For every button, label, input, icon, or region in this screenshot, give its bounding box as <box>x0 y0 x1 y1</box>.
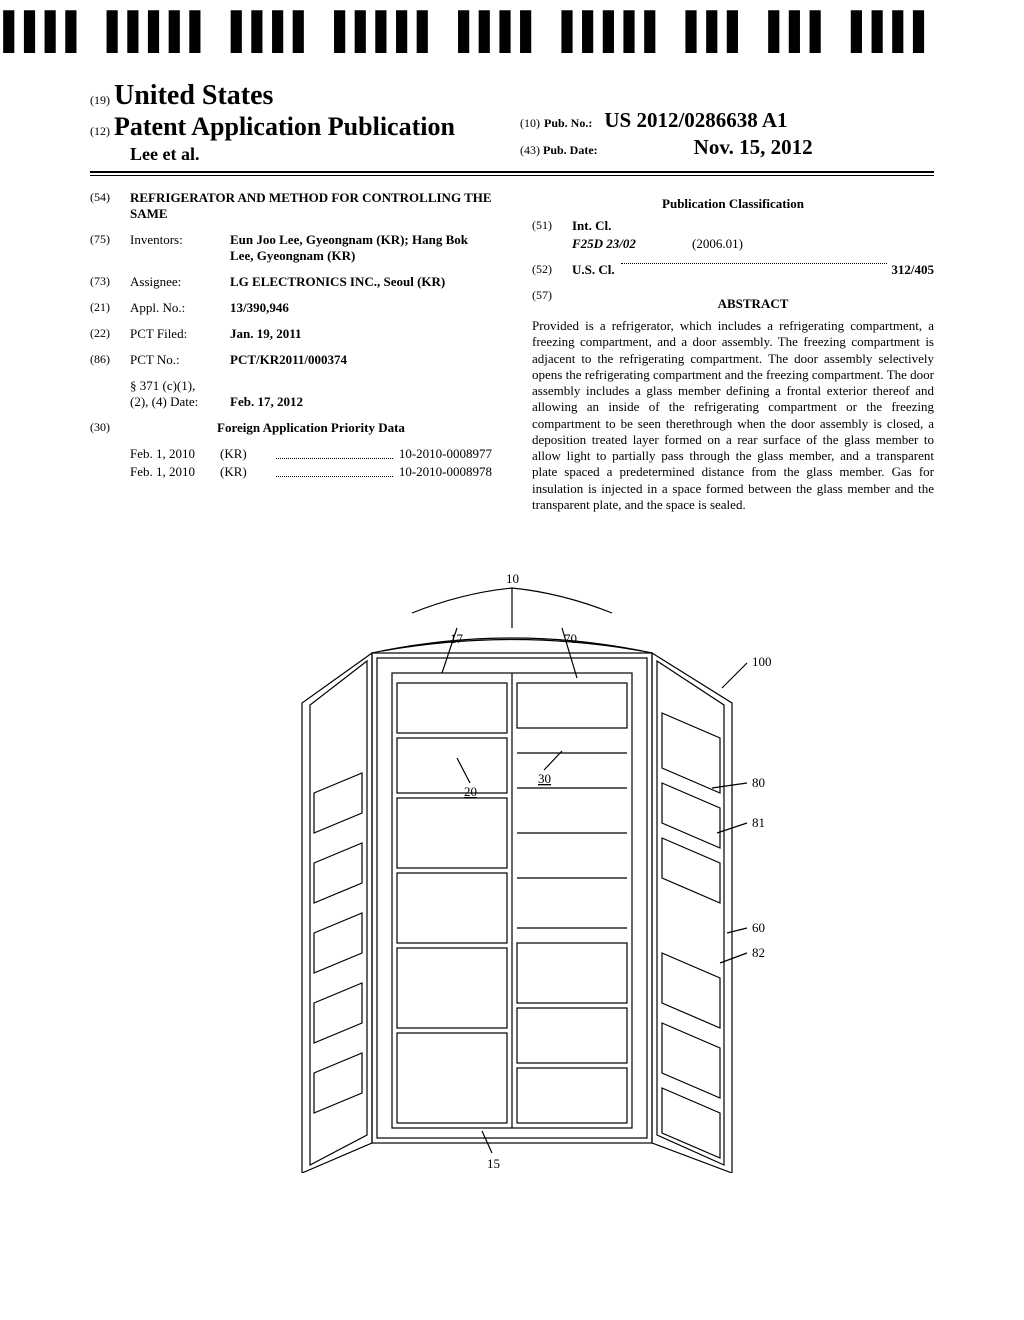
ref-60: 60 <box>752 920 765 935</box>
title-code: (54) <box>90 190 130 222</box>
s371-date: Feb. 17, 2012 <box>230 394 492 410</box>
pct-no-code: (86) <box>90 352 130 368</box>
appl-code: (21) <box>90 300 130 316</box>
barcode-graphic: ▌▌▌▌▌ ▌▌▌▌▌▌ ▌▌ ▌▌▌▌▌ ▌▌▌▌ ▌▌▌▌ ▌▌▌▌▌ ▌▌… <box>0 20 934 45</box>
ref-80: 80 <box>752 775 765 790</box>
intcl-class: F25D 23/02 <box>572 236 692 252</box>
ref-10: 10 <box>506 571 519 586</box>
code-19: (19) <box>90 93 110 107</box>
country: United States <box>114 80 273 111</box>
pct-filed: Jan. 19, 2011 <box>230 326 492 342</box>
ref-81: 81 <box>752 815 765 830</box>
pub-date-label: Pub. Date: <box>543 143 598 157</box>
classification-heading: Publication Classification <box>532 196 934 212</box>
ref-15: 15 <box>487 1156 500 1171</box>
ref-100: 100 <box>752 654 772 669</box>
foreign-row-0: Feb. 1, 2010 (KR) 10-2010-0008977 <box>130 446 492 462</box>
appl-label: Appl. No.: <box>130 300 230 316</box>
ref-20: 20 <box>464 784 477 799</box>
pct-no-label: PCT No.: <box>130 352 230 368</box>
inventors: Eun Joo Lee, Gyeongnam (KR); Hang Bok Le… <box>230 232 492 264</box>
pub-date: Nov. 15, 2012 <box>694 135 813 159</box>
inventors-label: Inventors: <box>130 232 230 264</box>
foreign-heading: Foreign Application Priority Data <box>130 420 492 436</box>
rule-thin <box>90 175 934 176</box>
biblio: (54) REFRIGERATOR AND METHOD FOR CONTROL… <box>90 190 934 513</box>
foreign-code: (30) <box>90 420 130 436</box>
ref-17: 17 <box>450 631 464 646</box>
s371-date-label: (2), (4) Date: <box>130 394 230 410</box>
abstract-heading: ABSTRACT <box>572 296 934 312</box>
inventors-code: (75) <box>90 232 130 264</box>
title: REFRIGERATOR AND METHOD FOR CONTROLLING … <box>130 190 492 222</box>
appl-no: 13/390,946 <box>230 300 492 316</box>
ref-30: 30 <box>538 771 551 786</box>
pct-filed-code: (22) <box>90 326 130 342</box>
code-12: (12) <box>90 124 110 138</box>
uscl-code: (52) <box>532 262 572 278</box>
foreign-date-0: Feb. 1, 2010 <box>130 446 220 462</box>
foreign-ctry-1: (KR) <box>220 464 270 480</box>
abstract-code: (57) <box>532 288 572 318</box>
doc-type: Patent Application Publication <box>114 112 455 141</box>
pub-no: US 2012/0286638 A1 <box>604 108 787 132</box>
pct-no: PCT/KR2011/000374 <box>230 352 492 368</box>
left-column: (54) REFRIGERATOR AND METHOD FOR CONTROL… <box>90 190 492 513</box>
foreign-date-1: Feb. 1, 2010 <box>130 464 220 480</box>
pct-filed-label: PCT Filed: <box>130 326 230 342</box>
intcl-date: (2006.01) <box>692 236 743 252</box>
ref-70: 70 <box>564 631 577 646</box>
patent-figure: 10 17 70 100 20 30 80 81 60 82 15 <box>90 533 934 1173</box>
barcode-block: ▌▌▌▌▌ ▌▌▌▌▌▌ ▌▌ ▌▌▌▌▌ ▌▌▌▌ ▌▌▌▌ ▌▌▌▌▌ ▌▌… <box>0 20 934 62</box>
s371-label: § 371 (c)(1), <box>130 378 230 394</box>
foreign-row-1: Feb. 1, 2010 (KR) 10-2010-0008978 <box>130 464 492 480</box>
foreign-num-0: 10-2010-0008977 <box>399 446 492 462</box>
assignee: LG ELECTRONICS INC., Seoul (KR) <box>230 274 492 290</box>
foreign-ctry-0: (KR) <box>220 446 270 462</box>
rule-thick <box>90 171 934 173</box>
intcl-code: (51) <box>532 218 572 234</box>
assignee-label: Assignee: <box>130 274 230 290</box>
assignee-code: (73) <box>90 274 130 290</box>
abstract-text: Provided is a refrigerator, which includ… <box>532 318 934 513</box>
code-43: (43) <box>520 143 540 157</box>
header-right: (10) Pub. No.: US 2012/0286638 A1 (43) P… <box>520 108 813 160</box>
right-column: Publication Classification (51) Int. Cl.… <box>532 190 934 513</box>
foreign-num-1: 10-2010-0008978 <box>399 464 492 480</box>
uscl-value: 312/405 <box>891 262 934 278</box>
code-10: (10) <box>520 116 540 130</box>
intcl-label: Int. Cl. <box>572 218 934 234</box>
uscl-label: U.S. Cl. <box>572 262 615 278</box>
pub-no-label: Pub. No.: <box>544 116 592 130</box>
ref-82: 82 <box>752 945 765 960</box>
